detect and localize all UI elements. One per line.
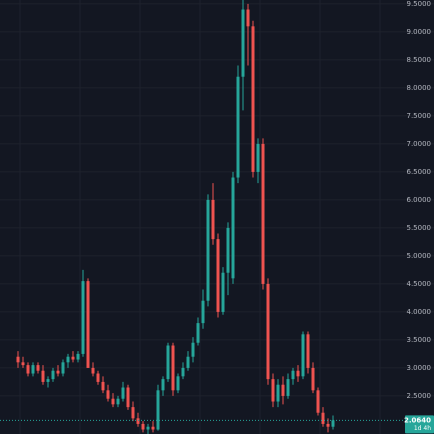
y-tick-label: 4.0000 [407, 308, 432, 316]
candle-body [236, 76, 240, 178]
candle-body [276, 384, 280, 402]
candle-body [256, 143, 260, 172]
y-tick-label: 7.0000 [407, 140, 432, 148]
candle-body [136, 418, 140, 424]
candle-body [91, 367, 95, 374]
candle-body [196, 323, 200, 343]
candle-body [281, 384, 285, 396]
candle-body [36, 365, 40, 371]
candle-body [181, 367, 185, 377]
candle-body [66, 356, 70, 363]
candle-body [171, 345, 175, 391]
vertical-grid [19, 0, 381, 434]
candle-body [71, 356, 75, 360]
y-tick-label: 3.0000 [407, 364, 432, 372]
candle-body [251, 26, 255, 172]
candle-body [296, 370, 300, 377]
candle-body [146, 426, 150, 430]
y-tick-label: 3.5000 [407, 336, 432, 344]
candle-body [86, 281, 90, 368]
candle-body [51, 370, 55, 380]
candle-body [221, 272, 225, 312]
y-tick-label: 4.5000 [407, 280, 432, 288]
candle-body [56, 370, 60, 374]
candle-body [126, 387, 130, 408]
candle-body [261, 143, 265, 284]
candle-body [331, 420, 335, 427]
candle-body [306, 334, 310, 368]
last-price-label: 2.0640 [404, 416, 431, 424]
candle-body [186, 356, 190, 368]
candle-body [166, 345, 170, 380]
candle-body [271, 379, 275, 402]
y-tick-label: 8.0000 [407, 84, 432, 92]
candle-body [106, 390, 110, 399]
candle-body [121, 387, 125, 399]
candle-body [226, 227, 230, 273]
candle-body [46, 379, 50, 382]
candle-body [191, 342, 195, 357]
y-tick-label: 5.0000 [407, 252, 432, 260]
candle-body [41, 370, 45, 382]
candle-body [201, 300, 205, 324]
y-tick-label: 8.5000 [407, 56, 432, 64]
candle-body [151, 426, 155, 430]
candle-body [311, 367, 315, 391]
candle-body [246, 9, 250, 27]
candle-body [76, 353, 80, 360]
candle-body [176, 376, 180, 391]
y-tick-label: 6.5000 [407, 168, 432, 176]
candle-body [81, 281, 85, 354]
y-tick-label: 7.5000 [407, 112, 432, 120]
candle-body [291, 370, 295, 380]
candle-body [321, 412, 325, 424]
candle-body [216, 239, 220, 312]
candle-body [161, 379, 165, 391]
candle-body [266, 283, 270, 380]
candle-body [96, 373, 100, 382]
candle-body [231, 177, 235, 279]
candle-body [61, 362, 65, 374]
candle-body [156, 390, 160, 430]
candle-body [241, 9, 245, 77]
candle-body [111, 398, 115, 405]
candle-body [131, 407, 135, 419]
candle-body [21, 362, 25, 366]
y-tick-label: 9.0000 [407, 28, 432, 36]
candle-body [316, 390, 320, 413]
candle-body [286, 379, 290, 396]
candle-body [116, 398, 120, 405]
candle-body [326, 423, 330, 427]
y-tick-label: 6.0000 [407, 196, 432, 204]
candle-body [31, 365, 35, 374]
candle-body [16, 356, 20, 363]
candle-body [211, 199, 215, 240]
y-tick-label: 2.5000 [407, 392, 432, 400]
candle-body [101, 381, 105, 391]
candle-body [141, 423, 145, 430]
candle-body [26, 365, 30, 374]
candle-body [301, 334, 305, 377]
y-tick-label: 5.5000 [407, 224, 432, 232]
y-tick-label: 9.5000 [407, 0, 432, 8]
countdown-label: 1d 4h [414, 425, 431, 432]
candle-body [206, 199, 210, 301]
last-price-box [405, 415, 434, 434]
